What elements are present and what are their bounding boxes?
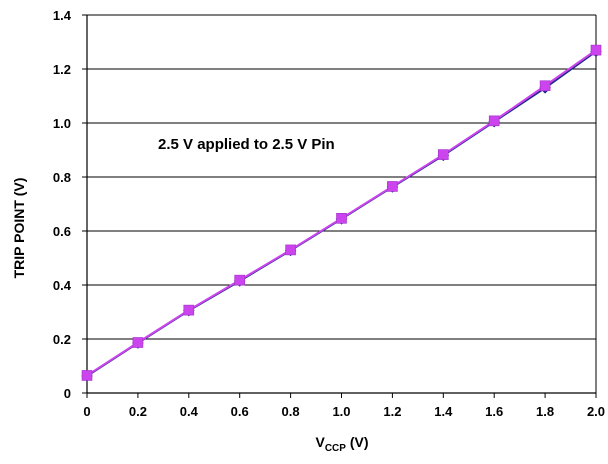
y-tick-label: 1.0 xyxy=(53,116,71,131)
data-point-square xyxy=(539,80,551,92)
x-tick-label: 0.8 xyxy=(282,404,300,419)
x-tick-label: 1.0 xyxy=(332,404,350,419)
x-axis-label-suffix: (V) xyxy=(346,434,369,450)
x-axis-label: VCCP (V) xyxy=(315,434,368,454)
y-tick-label: 0.4 xyxy=(53,278,72,293)
x-axis-label-subscript: CCP xyxy=(325,443,346,454)
x-tick-label: 0.4 xyxy=(180,404,199,419)
series-layer xyxy=(81,44,602,382)
data-point-square xyxy=(336,213,347,224)
data-point-square xyxy=(285,244,296,256)
y-tick-label: 1.4 xyxy=(53,8,72,23)
x-axis-label-main: V xyxy=(315,434,325,450)
data-point-square xyxy=(183,304,195,316)
x-tick-label: 1.4 xyxy=(434,404,453,419)
x-tick-label: 2.0 xyxy=(587,404,605,419)
data-point-square xyxy=(590,44,602,56)
label-layer: 2.5 V applied to 2.5 V Pin TRIP POINT (V… xyxy=(11,136,369,454)
data-point-square xyxy=(234,274,245,286)
series-line xyxy=(86,49,597,377)
y-tick-label: 0.8 xyxy=(53,170,71,185)
y-axis-label: TRIP POINT (V) xyxy=(11,178,27,279)
y-tick-label: 0.6 xyxy=(53,224,71,239)
x-tick-label: 1.8 xyxy=(536,404,554,419)
y-tick-label: 1.2 xyxy=(53,62,71,77)
data-point-square xyxy=(387,181,398,192)
grid-layer xyxy=(87,14,596,340)
axis-layer: 0 0.2 0.4 0.6 0.8 1.0 1.2 1.4 0 0.2 0.4 0.6 0.8 1.0 1.… xyxy=(53,8,605,419)
data-point-square xyxy=(437,149,449,160)
y-tick-label: 0 xyxy=(64,386,71,401)
chart-annotation: 2.5 V applied to 2.5 V Pin xyxy=(158,136,335,153)
x-tick-label: 0.6 xyxy=(231,404,249,419)
x-tick-label: 0 xyxy=(83,404,90,419)
data-point-square xyxy=(81,370,93,381)
y-tick-label: 0.2 xyxy=(53,332,71,347)
data-point-square xyxy=(488,115,500,127)
x-tick-label: 1.2 xyxy=(383,404,401,419)
x-tick-label: 1.6 xyxy=(485,404,503,419)
data-point-square xyxy=(132,337,144,348)
x-tick-label: 0.2 xyxy=(129,404,147,419)
